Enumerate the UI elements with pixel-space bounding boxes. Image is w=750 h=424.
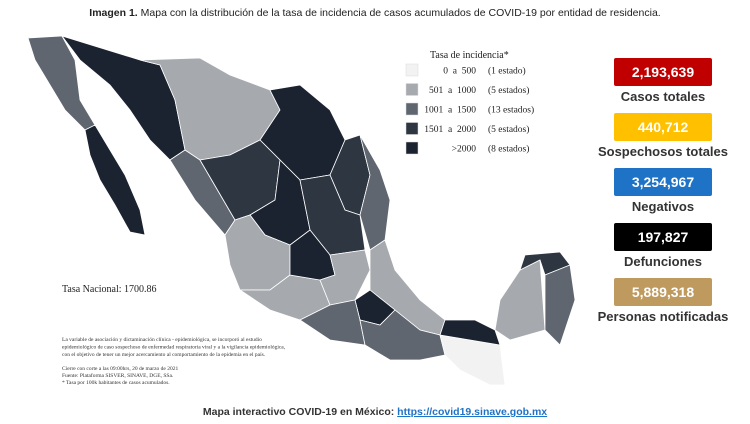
legend-count: (5 estados) [488,85,529,96]
legend-range: 0 a 500 [443,67,476,77]
stat-box [614,58,712,86]
stat-label: Casos totales [621,89,706,104]
footer-text: Mapa interactivo COVID-19 en México: [203,406,394,418]
legend-swatch [405,141,419,155]
legend-count: (1 estado) [488,66,526,77]
note-line: con el objetivo de tener un mejor acerca… [62,352,266,358]
note-line: La variable de asociación y dictaminació… [62,337,262,343]
stat-box [614,278,712,306]
stat-box [614,168,712,196]
stats: 2,193,639 Casos totales 440,712 Sospechosos… [598,58,729,324]
legend-swatch [405,63,419,77]
note-line: epidemiológico de caso sospechoso de enf… [62,344,286,351]
footer: Mapa interactivo COVID-19 en México: htt… [203,406,547,418]
stat-value: 440,712 [638,119,689,135]
stat-value: 5,889,318 [632,284,694,300]
legend: 0 a 500 (1 estado) 501 a 1000 (5 estados) 10… [405,63,534,155]
legend-count: (8 estados) [488,144,529,155]
source-line: * Tasa por 100k habitantes de casos acum… [62,380,170,386]
title-label: Imagen 1. [89,7,138,19]
legend-range: 501 a 1000 [429,86,476,96]
legend-range: 1501 a 2000 [424,125,476,135]
legend-count: (13 estados) [488,105,534,116]
footer-link[interactable]: https://covid19.sinave.gob.mx [397,406,547,418]
stat-box [614,223,712,251]
legend-swatch [405,102,419,116]
stat-box [614,113,712,141]
legend-swatch [405,122,419,135]
state [494,259,546,341]
stat-label: Defunciones [624,254,702,269]
state [84,124,146,236]
stat-value: 3,254,967 [632,174,694,190]
map [27,35,576,386]
stat-value: 2,193,639 [632,64,694,80]
legend-title: Tasa de incidencia* [430,50,509,61]
national-rate: Tasa Nacional: 1700.86 [62,284,157,295]
legend-range: >2000 [452,145,477,155]
stat-label: Personas notificadas [598,309,729,324]
stat-value: 197,827 [638,229,689,245]
notes: La variable de asociación y dictaminació… [62,337,286,386]
stat-label: Negativos [632,199,694,214]
source-line: Fuente: Plataforma SISVER, SINAVE, DGE, … [62,372,174,379]
title-text: Mapa con la distribución de la tasa de i… [141,7,661,19]
legend-swatch [405,83,419,96]
state [544,264,576,346]
state [60,35,186,161]
source-line: Cierre con corte a las 09:00hrs, 20 de m… [62,366,178,372]
title: Imagen 1. Mapa con la distribución de la… [89,7,660,19]
stat-label: Sospechosos totales [598,144,728,159]
legend-count: (5 estados) [488,124,529,135]
legend-range: 1001 a 1500 [424,106,476,116]
